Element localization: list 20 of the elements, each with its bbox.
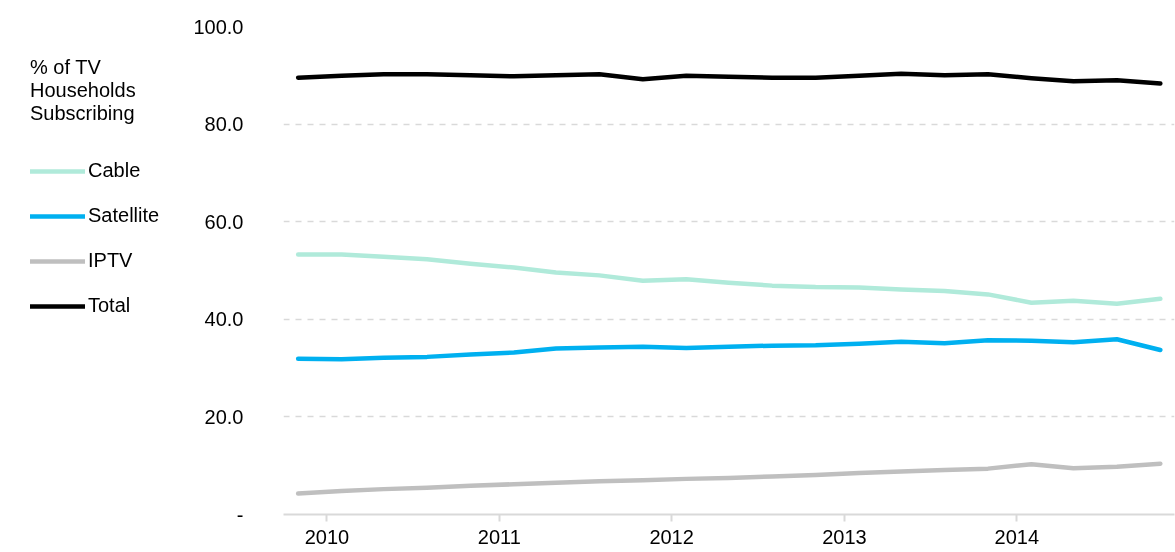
y-tick-label: 100.0 <box>193 15 244 38</box>
x-tick-label: 2012 <box>649 525 694 548</box>
legend-label: Satellite <box>88 204 160 227</box>
x-tick-label: 2013 <box>822 525 867 548</box>
line-series <box>295 252 1163 306</box>
y-tick-label: 80.0 <box>204 113 244 136</box>
x-tick-label: 2014 <box>994 525 1040 548</box>
x-tick-label: 2010 <box>304 525 350 548</box>
line-series <box>295 461 1163 496</box>
y-tick-label: 60.0 <box>204 210 244 233</box>
legend-label: Cable <box>88 159 141 182</box>
y-tick-label: 20.0 <box>204 405 244 428</box>
legend-label: IPTV <box>88 249 133 272</box>
legend-label: Total <box>88 294 131 317</box>
line-series <box>295 71 1163 86</box>
y-tick-label: 40.0 <box>204 308 244 331</box>
x-tick-label: 2011 <box>477 525 521 548</box>
text: % of TV Households Subscribing <box>30 56 137 125</box>
y-tick-label: - <box>236 503 244 526</box>
line-series <box>295 337 1163 362</box>
